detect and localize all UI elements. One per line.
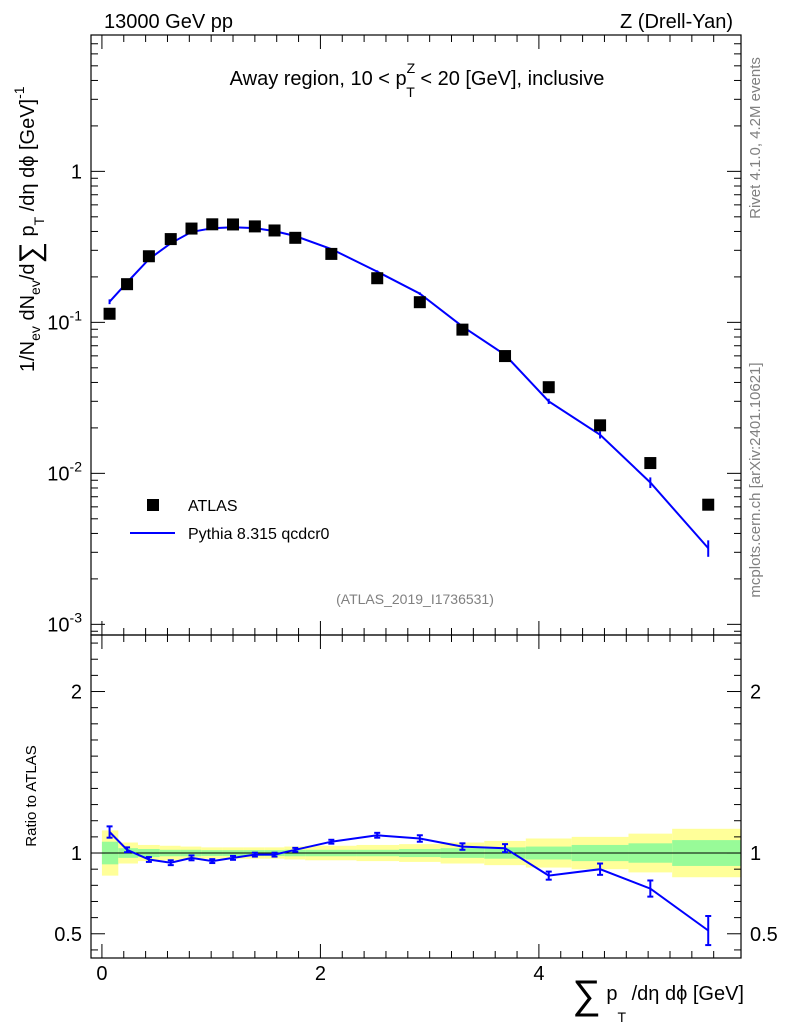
plot-title: Away region, 10 < pZ T < 20 [GeV], inclus… bbox=[230, 60, 605, 100]
title-subscript: T bbox=[406, 84, 415, 100]
legend-pythia-label: Pythia 8.315 qcdcr0 bbox=[188, 526, 330, 543]
title-superscript: Z bbox=[407, 60, 416, 76]
atlas-point bbox=[227, 218, 240, 231]
header-left: 13000 GeV pp bbox=[104, 11, 233, 33]
atlas-point bbox=[103, 307, 116, 320]
atlas-point bbox=[142, 250, 155, 263]
atlas-point bbox=[413, 296, 426, 309]
title-part-1: Away region, 10 < p bbox=[230, 68, 407, 90]
main-y-tick-label: 1 bbox=[71, 161, 82, 183]
atlas-point bbox=[248, 220, 261, 233]
atlas-point bbox=[499, 350, 512, 363]
x-tick-label: 2 bbox=[315, 963, 326, 985]
ratio-frame bbox=[90, 634, 742, 959]
xlabel-p: p bbox=[601, 983, 618, 1005]
main-y-tick-label: 10-3 bbox=[47, 609, 82, 636]
main-axis-ticks: 10-3 10-2 10-1 1 bbox=[47, 34, 741, 636]
ratio-y-tick-label-right: 2 bbox=[750, 682, 761, 704]
atlas-point bbox=[594, 419, 607, 432]
main-marks bbox=[103, 218, 715, 557]
mcplots-label: mcplots.cern.ch [arXiv:2401.10621] bbox=[747, 362, 764, 597]
ylabel-p: p bbox=[17, 225, 39, 242]
ylabel-1n: 1/N bbox=[17, 341, 39, 372]
ylabel-sum: ∑ bbox=[14, 242, 47, 263]
xlabel-rest: /dη dϕ [GeV] bbox=[626, 983, 744, 1005]
atlas-point bbox=[185, 222, 198, 235]
ylabel-sup: -1 bbox=[11, 86, 27, 99]
header-right: Z (Drell-Yan) bbox=[620, 11, 733, 33]
atlas-point bbox=[456, 323, 469, 336]
x-tick-label: 0 bbox=[96, 963, 107, 985]
ratio-panel: 0.5 0.5 1 1 2 2 0 2 4 Ratio to ATLAS ∑ pT /dη dϕ… bbox=[23, 634, 778, 1024]
legend-atlas-marker bbox=[147, 499, 159, 511]
atlas-point bbox=[702, 498, 715, 511]
analysis-watermark: (ATLAS_2019_I1736531) bbox=[336, 591, 494, 607]
main-y-tick-label: 10-2 bbox=[47, 458, 82, 485]
xlabel-sum: ∑ bbox=[572, 973, 601, 1017]
atlas-point bbox=[164, 233, 177, 246]
ratio-y-tick-label: 1 bbox=[71, 843, 82, 865]
ratio-y-tick-label-right: 1 bbox=[750, 843, 761, 865]
ratio-y-axis-label: Ratio to ATLAS bbox=[23, 745, 40, 846]
main-y-axis-label: 1/Nev dNev/d∑ pT /dη dϕ [GeV]-1 bbox=[11, 86, 47, 372]
legend: ATLAS Pythia 8.315 qcdcr0 bbox=[130, 498, 330, 543]
atlas-point bbox=[325, 247, 338, 260]
rivet-version-label: Rivet 4.1.0, 4.2M events bbox=[747, 57, 764, 219]
x-axis-label: ∑ pT /dη dϕ [GeV] bbox=[572, 973, 744, 1024]
ratio-y-tick-label-right: 0.5 bbox=[750, 924, 778, 946]
atlas-point bbox=[206, 218, 219, 231]
ylabel-d: /d bbox=[17, 263, 39, 280]
ylabel-dn: dN bbox=[17, 295, 39, 326]
atlas-point bbox=[289, 231, 302, 244]
main-panel: 10-310-210-11 Away region, 10 < pZ T < 20… bbox=[11, 34, 742, 636]
atlas-point bbox=[542, 381, 555, 394]
title-part-2: < 20 [GeV], inclusive bbox=[415, 68, 605, 90]
x-tick-label: 4 bbox=[533, 963, 544, 985]
ratio-y-tick-label: 0.5 bbox=[54, 924, 82, 946]
ylabel-sub-t: T bbox=[31, 216, 47, 225]
ylabel-sub-ev-1: ev bbox=[27, 326, 43, 341]
atlas-point bbox=[371, 272, 384, 285]
ratio-axis-ticks: 0.5 0.5 1 1 2 2 0 2 4 bbox=[54, 635, 778, 985]
ylabel-sub-ev-2: ev bbox=[27, 280, 43, 295]
atlas-point bbox=[268, 224, 281, 237]
main-frame bbox=[90, 34, 742, 636]
atlas-point bbox=[121, 278, 134, 291]
ratio-y-tick-label: 2 bbox=[71, 682, 82, 704]
atlas-point bbox=[644, 457, 657, 470]
ratio-marks bbox=[106, 825, 712, 947]
xlabel-sub-t: T bbox=[618, 1009, 627, 1024]
main-y-tick-label: 10-1 bbox=[47, 307, 82, 334]
ylabel-rest: /dη dϕ [GeV] bbox=[17, 99, 39, 217]
legend-atlas-label: ATLAS bbox=[188, 498, 238, 515]
